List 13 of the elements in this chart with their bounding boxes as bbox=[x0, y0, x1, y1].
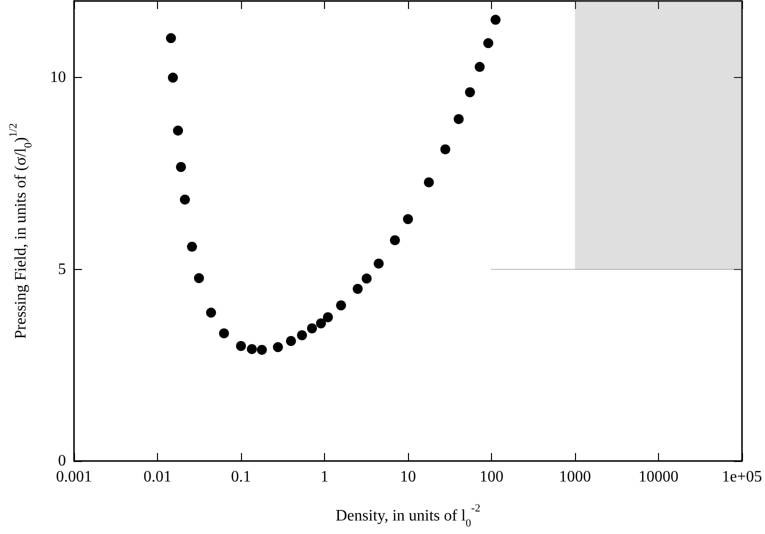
y-tick-label: 10 bbox=[50, 69, 66, 86]
y-axis-title: Pressing Field, in units of (σ/l0)1/2 bbox=[8, 123, 34, 339]
x-tick-label: 100 bbox=[479, 468, 504, 486]
y-tick-label: 5 bbox=[58, 260, 66, 278]
x-tick-label: 0.01 bbox=[143, 468, 172, 486]
x-tick-label: 10000 bbox=[638, 468, 678, 486]
x-tick-label: 10 bbox=[400, 468, 416, 486]
x-tick-label: 1 bbox=[320, 468, 328, 486]
x-tick-label: 0.1 bbox=[230, 468, 251, 486]
x-tick-label: 1e+05 bbox=[722, 468, 762, 486]
x-tick-label: 1000 bbox=[558, 468, 591, 486]
y-tick-label: 0 bbox=[58, 452, 66, 470]
x-tick-label: 0.001 bbox=[56, 468, 92, 486]
